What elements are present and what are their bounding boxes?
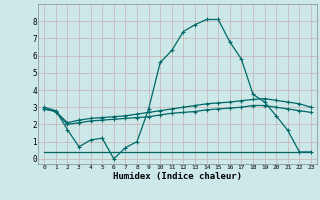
X-axis label: Humidex (Indice chaleur): Humidex (Indice chaleur): [113, 172, 242, 181]
